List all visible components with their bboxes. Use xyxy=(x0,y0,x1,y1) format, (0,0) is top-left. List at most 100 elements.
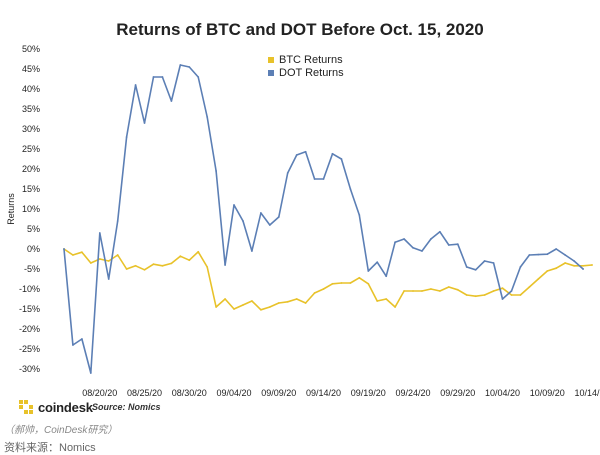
data-point-btc xyxy=(394,306,397,308)
data-point-btc xyxy=(331,282,334,285)
x-tick-label: 08/20/20 xyxy=(82,388,117,398)
data-point-dot xyxy=(313,178,316,180)
y-tick-label: 15% xyxy=(22,184,40,194)
y-tick-label: 20% xyxy=(22,164,40,174)
chart-card: Returns of BTC and DOT Before Oct. 15, 2… xyxy=(6,20,600,415)
legend-label-dot: DOT Returns xyxy=(279,66,344,79)
data-point-btc xyxy=(268,306,271,308)
data-point-btc xyxy=(224,298,226,300)
data-point-dot xyxy=(125,136,128,138)
data-point-btc xyxy=(242,304,244,306)
data-point-btc xyxy=(438,290,441,292)
data-point-dot xyxy=(242,220,244,222)
data-point-btc xyxy=(304,302,307,304)
data-point-dot xyxy=(322,178,325,180)
data-point-dot xyxy=(143,122,146,124)
data-point-dot xyxy=(438,230,441,233)
data-point-dot xyxy=(474,268,477,271)
data-point-dot xyxy=(188,66,191,68)
data-point-btc xyxy=(358,276,361,279)
data-point-dot xyxy=(519,266,522,268)
data-point-dot xyxy=(304,150,307,153)
data-point-dot xyxy=(251,250,253,252)
data-point-dot xyxy=(259,212,262,214)
data-point-btc xyxy=(80,251,83,254)
y-tick-label: 0% xyxy=(27,244,40,254)
data-point-dot xyxy=(63,248,65,250)
data-point-btc xyxy=(206,266,209,268)
coindesk-logo-icon xyxy=(19,400,33,414)
data-point-btc xyxy=(313,292,316,294)
data-point-dot xyxy=(98,232,101,234)
x-tick-label: 10/09/20 xyxy=(530,388,565,398)
data-point-btc xyxy=(465,294,468,296)
data-point-btc xyxy=(483,294,486,296)
data-point-btc xyxy=(286,300,289,303)
data-point-dot xyxy=(233,204,235,206)
y-tick-label: 40% xyxy=(22,84,40,94)
data-point-btc xyxy=(98,258,101,260)
data-point-dot xyxy=(349,188,352,190)
data-point-btc xyxy=(188,259,191,262)
data-point-btc xyxy=(161,264,164,267)
y-tick-label: 30% xyxy=(22,124,40,134)
data-point-btc xyxy=(510,294,513,296)
y-axis-label: Returns xyxy=(6,193,16,225)
data-point-btc xyxy=(376,300,379,302)
data-point-btc xyxy=(116,254,119,256)
legend-swatch-btc xyxy=(268,56,274,63)
data-point-btc xyxy=(152,263,155,266)
data-point-btc xyxy=(456,288,459,291)
y-tick-label: -20% xyxy=(19,324,40,334)
data-point-btc xyxy=(277,302,280,304)
data-point-btc xyxy=(537,278,540,280)
data-point-btc xyxy=(385,298,388,300)
data-point-btc xyxy=(546,270,549,272)
data-point-btc xyxy=(179,255,182,258)
data-point-dot xyxy=(573,260,576,262)
data-point-dot xyxy=(456,243,459,246)
data-point-btc xyxy=(349,282,352,284)
data-point-btc xyxy=(573,264,576,267)
data-point-btc xyxy=(474,295,477,298)
data-point-btc xyxy=(215,306,218,308)
data-point-btc xyxy=(582,264,584,267)
data-point-dot xyxy=(161,76,164,78)
data-point-btc xyxy=(143,268,146,271)
x-tick-label: 08/30/20 xyxy=(172,388,207,398)
data-point-btc xyxy=(197,250,200,253)
y-tick-label: -10% xyxy=(19,284,40,294)
data-point-btc xyxy=(492,290,495,292)
data-point-btc xyxy=(367,282,370,285)
data-point-dot xyxy=(358,214,361,216)
data-point-btc xyxy=(340,282,343,284)
coindesk-logo-text: coindesk xyxy=(38,399,93,415)
data-point-btc xyxy=(501,287,504,290)
x-tick-label: 08/25/20 xyxy=(127,388,162,398)
data-point-dot xyxy=(89,372,92,374)
line-chart: 50% 45% 40% 35% 30% 25% 20% 15% 10% 5% 0% -5% -10% -1… xyxy=(6,44,600,398)
series-line-btc xyxy=(63,248,593,311)
x-tick-label: 10/14/20 xyxy=(574,388,600,398)
x-tick-label: 09/14/20 xyxy=(306,388,341,398)
data-point-dot xyxy=(501,298,504,300)
y-tick-label: -5% xyxy=(24,264,40,274)
data-point-dot xyxy=(179,64,182,66)
data-point-btc xyxy=(412,290,414,292)
legend-swatch-dot xyxy=(268,69,274,76)
data-point-dot xyxy=(564,254,567,256)
x-tick-label: 09/29/20 xyxy=(440,388,475,398)
x-tick-label: 09/19/20 xyxy=(351,388,386,398)
data-point-dot xyxy=(72,344,74,346)
caption: （郝帅，CoinDesk研究） xyxy=(4,425,118,436)
x-tick-label: 09/24/20 xyxy=(395,388,430,398)
data-point-dot xyxy=(582,268,584,270)
data-point-dot xyxy=(447,244,450,246)
data-point-dot xyxy=(268,224,271,226)
data-point-btc xyxy=(447,286,450,288)
data-point-btc xyxy=(519,294,522,296)
data-point-dot xyxy=(197,76,200,78)
data-point-btc xyxy=(170,262,173,265)
y-tick-label: -25% xyxy=(19,344,40,354)
data-point-dot xyxy=(206,116,209,118)
